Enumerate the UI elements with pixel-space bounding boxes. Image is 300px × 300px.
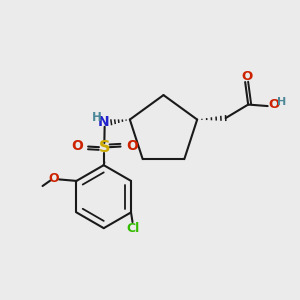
Text: H: H xyxy=(92,111,102,124)
Text: Cl: Cl xyxy=(127,221,140,235)
Text: N: N xyxy=(98,115,109,129)
Text: S: S xyxy=(99,140,110,155)
Text: O: O xyxy=(126,139,138,153)
Text: O: O xyxy=(48,172,59,185)
Text: O: O xyxy=(71,139,83,153)
Text: H: H xyxy=(278,98,287,107)
Text: O: O xyxy=(268,98,280,111)
Text: O: O xyxy=(241,70,252,83)
